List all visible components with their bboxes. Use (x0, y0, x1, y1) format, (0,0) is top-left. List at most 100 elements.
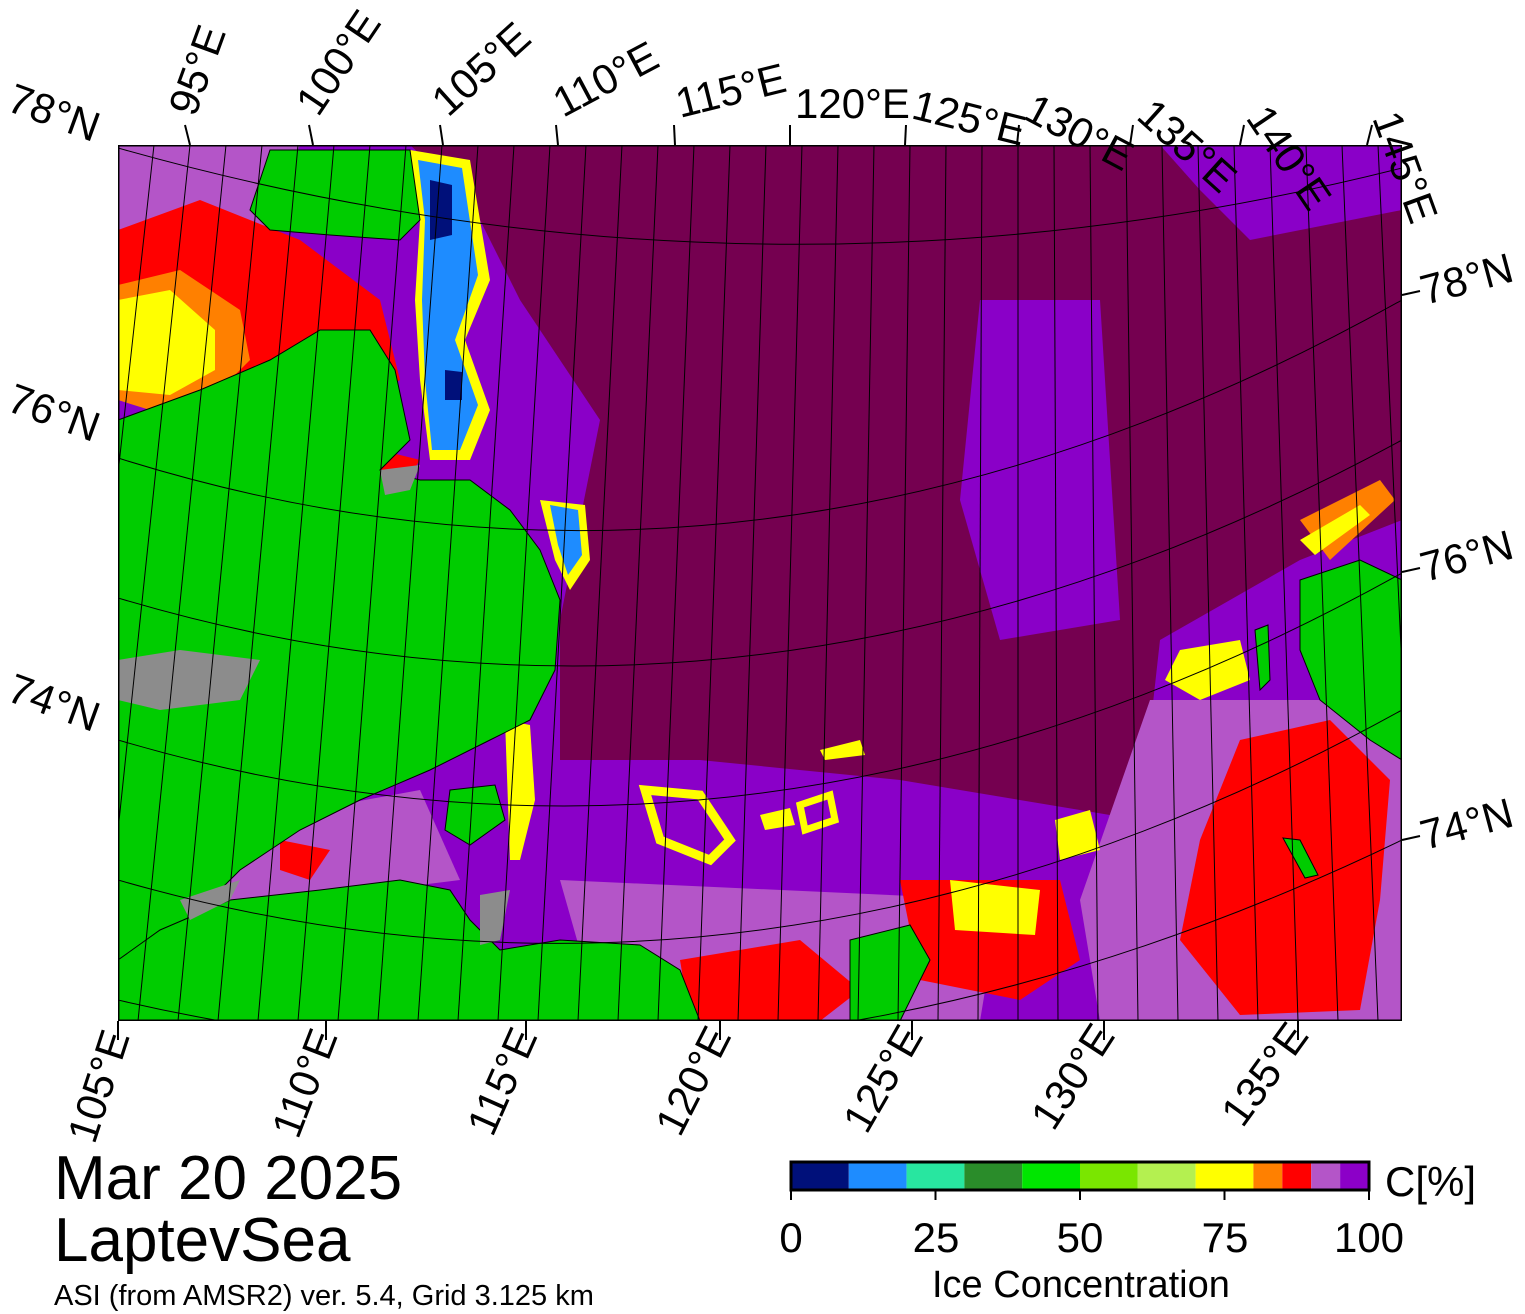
right-latitude-labels: 78°N 76°N 74°N (1401, 244, 1518, 859)
top-tick (439, 124, 444, 146)
meridian-line (1269, 145, 1299, 1021)
meridian-line (1305, 145, 1339, 1021)
source-label: ASI (from AMSR2) ver. 5.4, Grid 3.125 km (54, 1280, 594, 1312)
meridian-line (1377, 145, 1402, 682)
colorbar-tick-0: 0 (779, 1214, 803, 1261)
colorbar-title: Ice Concentration (932, 1264, 1230, 1306)
top-lon-label: 95°E (159, 19, 234, 121)
top-tick (308, 124, 314, 146)
right-tick (1401, 835, 1421, 841)
colorbar-segment (1137, 1162, 1196, 1190)
map-area (118, 145, 1402, 1021)
meridian-line (1125, 145, 1139, 1021)
colorbar-segment (1282, 1162, 1312, 1190)
colorbar (790, 1162, 1370, 1200)
top-lon-label: 125°E (908, 81, 1031, 154)
top-tick (673, 124, 676, 146)
meridian-line (457, 145, 515, 1021)
meridian-line (1233, 145, 1259, 1021)
meridian-line (1197, 145, 1219, 1021)
date-label: Mar 20 2025 (54, 1144, 403, 1213)
meridian-line (137, 145, 227, 1021)
meridian-line (537, 145, 587, 1021)
top-lon-label: 115°E (671, 54, 791, 127)
meridian-line (118, 145, 191, 836)
colorbar-segment (1340, 1162, 1369, 1190)
meridian-line (1341, 145, 1379, 1021)
colorbar-segment (1253, 1162, 1283, 1190)
bottom-lon-label: 135°E (1212, 1014, 1318, 1135)
colorbar-tick-100: 100 (1333, 1214, 1405, 1261)
meridian-line (617, 145, 659, 1021)
right-tick (1401, 567, 1421, 573)
meridian-line (377, 145, 443, 1021)
right-lat-label: 78°N (1415, 244, 1518, 314)
meridian-line (857, 145, 875, 1021)
colorbar-tick-75: 75 (1201, 1214, 1249, 1261)
top-tick (1016, 124, 1020, 146)
meridian-line (897, 145, 911, 1021)
bottom-lon-label: 125°E (834, 1017, 932, 1140)
right-tick (1401, 290, 1421, 296)
meridian-line (177, 145, 263, 1021)
top-tick (555, 124, 559, 146)
colorbar-tick-50: 50 (1056, 1214, 1104, 1261)
meridian-line (737, 145, 767, 1021)
top-lon-label: 120°E (795, 80, 910, 127)
shelf-areas (118, 465, 510, 945)
meridian-line (937, 145, 947, 1021)
bottom-lon-label: 105°E (58, 1024, 138, 1148)
top-lon-label: 100°E (286, 2, 389, 124)
colorbar-frame (789, 1160, 1371, 1192)
colorbar-segment (1195, 1162, 1254, 1190)
meridian-line (337, 145, 407, 1021)
meridian-line (217, 145, 299, 1021)
top-tick (1366, 124, 1373, 146)
colorbar-segment (1080, 1162, 1138, 1190)
meridian-line (1053, 145, 1059, 1021)
colorbar-segment (791, 1162, 849, 1190)
meridian-line (777, 145, 803, 1021)
meridian-line (817, 145, 839, 1021)
meridian-line (657, 145, 695, 1021)
meridian-line (497, 145, 551, 1021)
bottom-lon-label: 130°E (1022, 1015, 1124, 1137)
colorbar-unit: C[%] (1385, 1158, 1477, 1205)
colorbar-segment (848, 1162, 907, 1190)
top-lon-label: 110°E (545, 32, 666, 126)
colorbar-segment (1022, 1162, 1080, 1190)
bottom-longitude-labels: 105°E 110°E 115°E 120°E 125°E 130°E 135°E (58, 1014, 1317, 1148)
left-latitude-labels: 78°N 76°N 74°N (2, 74, 106, 740)
colorbar-segment (1311, 1162, 1341, 1190)
left-lat-label: 74°N (2, 664, 106, 740)
region-label: LaptevSea (54, 1206, 351, 1275)
left-lat-label: 78°N (2, 74, 106, 150)
bottom-lon-label: 115°E (458, 1021, 546, 1142)
meridian-line (977, 145, 983, 1021)
meridian-line (1089, 145, 1099, 1021)
top-tick (1129, 124, 1134, 146)
meridian-line (297, 145, 371, 1021)
meridian-line (118, 145, 155, 479)
meridian-line (1161, 145, 1179, 1021)
graticule (118, 145, 1402, 1021)
bottom-lon-label: 110°E (262, 1022, 346, 1143)
right-lat-label: 76°N (1415, 521, 1518, 591)
meridian-line (118, 145, 119, 150)
low-ice-band (410, 150, 590, 860)
meridian-line (257, 145, 335, 1021)
bottom-lon-label: 120°E (646, 1019, 740, 1143)
colorbar-tick-25: 25 (912, 1214, 960, 1261)
right-lat-label: 74°N (1415, 789, 1518, 859)
top-tick (1239, 124, 1245, 146)
top-tick (184, 124, 191, 146)
meridian-line (417, 145, 479, 1021)
top-tick (904, 124, 907, 146)
colorbar-segment (906, 1162, 965, 1190)
colorbar-segment (964, 1162, 1023, 1190)
meridian-line (577, 145, 623, 1021)
top-lon-label: 105°E (423, 13, 540, 125)
meridian-line (697, 145, 731, 1021)
ice-75-zones (118, 270, 1395, 935)
